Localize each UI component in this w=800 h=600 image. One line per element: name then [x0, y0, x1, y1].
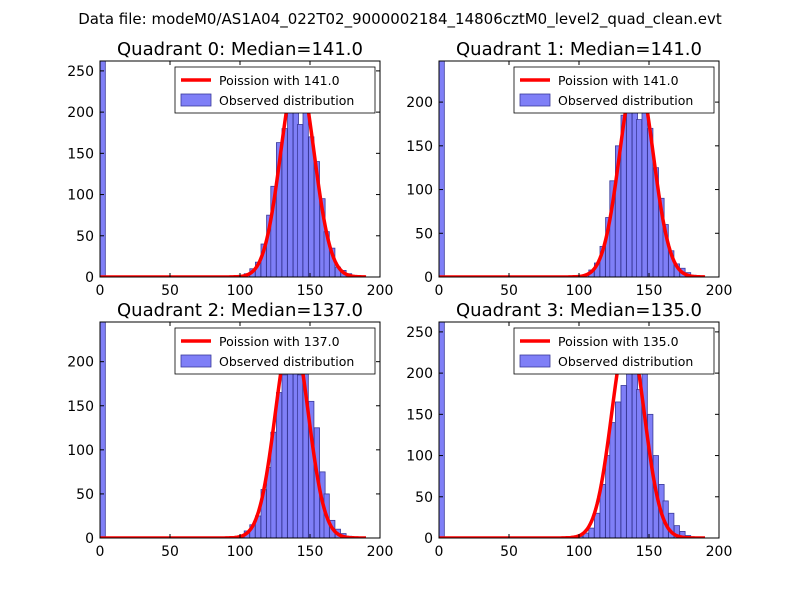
y-tick-label: 200: [406, 366, 433, 382]
legend: Poission with 135.0 Observed distribution: [513, 327, 715, 375]
histogram-bar: [626, 364, 633, 538]
x-tick-label: 200: [367, 283, 394, 299]
histogram-bar: [296, 374, 304, 538]
legend-histogram-swatch: [180, 354, 212, 368]
y-tick-label: 250: [406, 325, 433, 341]
legend-histogram-swatch: [519, 354, 551, 368]
histogram-bar: [609, 422, 616, 538]
histogram-bar: [281, 374, 288, 538]
y-tick-label: 50: [76, 229, 94, 245]
y-tick-label: 250: [67, 64, 94, 80]
y-tick-label: 0: [85, 531, 94, 547]
histogram-bar: [296, 124, 304, 277]
histogram-bar: [588, 527, 595, 538]
y-tick-label: 0: [424, 270, 433, 286]
histogram-bar: [275, 392, 283, 538]
y-tick-label: 150: [67, 399, 94, 415]
histogram-bar: [439, 322, 445, 538]
x-tick-label: 200: [367, 544, 394, 560]
figure-suptitle: Data file: modeM0/AS1A04_022T02_90000021…: [78, 10, 722, 29]
histogram-bar: [302, 111, 309, 277]
histogram-bar: [287, 111, 294, 277]
histogram-bar: [281, 128, 288, 277]
histogram-bar: [287, 361, 294, 538]
subplot-quadrant-1: 0 50 100 150 200 0 50 100 150 200 Quadrant 1: Medi…: [406, 39, 732, 299]
x-tick-label: 150: [297, 283, 324, 299]
histogram-bar: [636, 119, 643, 277]
histogram-bar: [615, 401, 622, 538]
x-tick-label: 100: [227, 544, 254, 560]
x-tick-label: 0: [435, 544, 444, 560]
legend: Poission with 141.0 Observed distribution: [513, 66, 715, 114]
y-tick-label: 150: [406, 407, 433, 423]
x-tick-label: 0: [96, 283, 105, 299]
histogram-bar: [439, 61, 445, 277]
y-tick-label: 50: [415, 490, 433, 506]
x-tick-label: 50: [500, 544, 518, 560]
poisson-curve: [439, 330, 706, 538]
subplot-quadrant-2: 0 50 100 150 200 0 50 100 150 200 Quadrant 2: Medi…: [67, 300, 393, 560]
y-tick-label: 150: [406, 139, 433, 155]
x-tick-label: 150: [636, 544, 663, 560]
x-tick-label: 50: [161, 544, 179, 560]
x-tick-label: 150: [297, 544, 324, 560]
subplot-title: Quadrant 3: Median=135.0: [456, 300, 702, 321]
y-tick-label: 100: [406, 449, 433, 465]
x-tick-label: 150: [636, 283, 663, 299]
x-tick-label: 100: [566, 283, 593, 299]
x-tick-label: 200: [706, 544, 733, 560]
legend-poisson-label: Poission with 135.0: [558, 334, 679, 349]
y-tick-label: 200: [67, 105, 94, 121]
legend-poisson-label: Poission with 137.0: [219, 334, 340, 349]
x-tick-label: 0: [96, 544, 105, 560]
histogram-bar: [100, 61, 106, 277]
y-tick-label: 200: [67, 355, 94, 371]
legend-histogram-swatch: [180, 93, 212, 107]
subplot-title: Quadrant 0: Median=141.0: [117, 39, 363, 60]
y-tick-label: 100: [406, 183, 433, 199]
histogram-bar: [620, 385, 627, 538]
y-tick-label: 150: [67, 146, 94, 162]
histogram-bar: [626, 97, 633, 277]
x-tick-label: 50: [500, 283, 518, 299]
legend-poisson-label: Poission with 141.0: [558, 73, 679, 88]
subplot-quadrant-0: 0 50 100 150 200 0 50 100 150 200 250 Quadrant 0: M…: [67, 39, 393, 299]
legend: Poission with 137.0 Observed distribution: [174, 327, 376, 375]
subplot-quadrant-3: 0 50 100 150 200 0 50 100 150 200 250 Quadrant 3: M…: [406, 300, 732, 560]
x-tick-label: 200: [706, 283, 733, 299]
legend-histogram-label: Observed distribution: [219, 354, 354, 369]
histogram-bar: [679, 531, 686, 538]
legend: Poission with 141.0 Observed distribution: [174, 66, 376, 114]
histogram-bar: [636, 389, 643, 538]
legend-histogram-label: Observed distribution: [219, 93, 354, 108]
histogram-bar: [100, 322, 106, 538]
y-tick-label: 0: [424, 531, 433, 547]
x-tick-label: 0: [435, 283, 444, 299]
subplot-title: Quadrant 1: Median=141.0: [456, 39, 702, 60]
subplot-grid: 0 50 100 150 200 0 50 100 150 200 250 Quadrant 0: M…: [67, 39, 732, 560]
y-tick-label: 0: [85, 270, 94, 286]
plot-area: [439, 322, 706, 538]
y-tick-label: 100: [67, 443, 94, 459]
x-tick-label: 100: [227, 283, 254, 299]
histogram-bar: [594, 512, 601, 538]
legend-histogram-label: Observed distribution: [558, 93, 693, 108]
y-tick-label: 200: [406, 95, 433, 111]
x-tick-label: 100: [566, 544, 593, 560]
y-tick-label: 100: [67, 188, 94, 204]
y-tick-label: 50: [76, 487, 94, 503]
legend-poisson-label: Poission with 141.0: [219, 73, 340, 88]
plot-area: [100, 322, 367, 538]
y-tick-label: 50: [415, 226, 433, 242]
legend-histogram-swatch: [519, 93, 551, 107]
subplot-title: Quadrant 2: Median=137.0: [117, 300, 363, 321]
x-tick-label: 50: [161, 283, 179, 299]
histogram-bar: [641, 92, 648, 277]
legend-histogram-label: Observed distribution: [558, 354, 693, 369]
